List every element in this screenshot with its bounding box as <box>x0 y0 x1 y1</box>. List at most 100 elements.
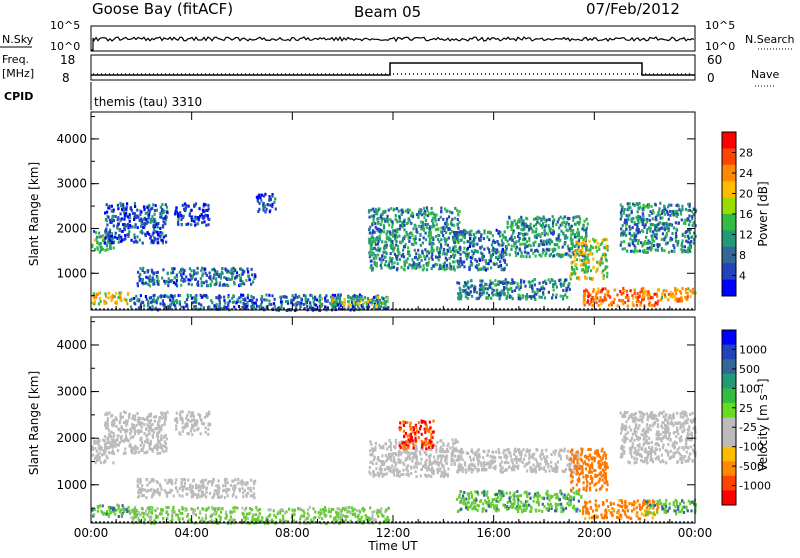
range-gate-cell <box>403 450 405 453</box>
range-gate-cell <box>165 295 167 298</box>
range-gate-cell <box>459 253 461 256</box>
nsky-trace <box>91 37 694 50</box>
range-gate-cell <box>255 302 257 305</box>
range-gate-cell <box>183 278 185 281</box>
range-gate-cell <box>637 242 639 245</box>
range-gate-cell <box>158 431 160 434</box>
range-gate-cell <box>180 478 182 481</box>
range-gate-cell <box>125 299 127 302</box>
range-gate-cell <box>597 267 599 270</box>
range-gate-cell <box>548 291 550 294</box>
range-gate-cell <box>127 293 129 296</box>
range-gate-cell <box>205 488 207 491</box>
range-gate-cell <box>667 298 669 301</box>
range-gate-cell <box>560 255 562 258</box>
range-gate-cell <box>401 452 403 455</box>
range-gate-cell <box>136 299 138 302</box>
range-gate-cell <box>94 239 96 242</box>
range-gate-cell <box>652 217 654 220</box>
range-gate-cell <box>646 220 648 223</box>
range-gate-cell <box>150 280 152 283</box>
range-gate-cell <box>180 306 182 309</box>
range-gate-cell <box>492 234 494 237</box>
range-gate-cell <box>359 511 361 514</box>
range-gate-cell <box>346 515 348 518</box>
range-gate-cell <box>147 439 149 442</box>
range-gate-cell <box>95 293 97 296</box>
range-gate-cell <box>235 276 237 279</box>
range-gate-cell <box>672 295 674 298</box>
range-gate-cell <box>512 239 514 242</box>
range-gate-cell <box>191 283 193 286</box>
range-gate-cell <box>450 220 452 223</box>
range-gate-cell <box>515 240 517 243</box>
range-gate-cell <box>185 509 187 512</box>
range-gate-cell <box>650 210 652 213</box>
range-gate-cell <box>606 246 608 249</box>
range-gate-cell <box>454 245 456 248</box>
range-gate-cell <box>371 269 373 272</box>
range-gate-cell <box>524 250 526 253</box>
range-gate-cell <box>498 255 500 258</box>
range-gate-cell <box>648 241 650 244</box>
range-gate-cell <box>223 283 225 286</box>
range-gate-cell <box>574 233 576 236</box>
range-gate-cell <box>104 230 106 233</box>
range-gate-cell <box>533 291 535 294</box>
range-gate-cell <box>550 232 552 235</box>
range-gate-cell <box>544 229 546 232</box>
range-gate-cell <box>104 241 106 244</box>
range-gate-cell <box>234 506 236 509</box>
range-gate-cell <box>445 231 447 234</box>
range-gate-cell <box>136 424 138 427</box>
range-gate-cell <box>188 283 190 286</box>
range-gate-cell <box>214 269 216 272</box>
range-gate-cell <box>273 201 275 204</box>
range-gate-cell <box>140 231 142 234</box>
range-gate-cell <box>427 223 429 226</box>
range-gate-cell <box>205 272 207 275</box>
range-gate-cell <box>496 248 498 251</box>
range-gate-cell <box>256 299 258 302</box>
range-gate-cell <box>197 427 199 430</box>
range-gate-cell <box>564 242 566 245</box>
range-gate-cell <box>634 292 636 295</box>
range-gate-cell <box>214 304 216 307</box>
range-gate-cell <box>100 461 102 464</box>
range-gate-cell <box>185 223 187 226</box>
range-gate-cell <box>92 454 94 457</box>
range-gate-cell <box>205 209 207 212</box>
range-gate-cell <box>556 286 558 289</box>
range-gate-cell <box>556 243 558 246</box>
range-gate-cell <box>139 239 141 242</box>
range-gate-cell <box>142 242 144 245</box>
range-gate-cell <box>267 508 269 511</box>
range-gate-cell <box>147 304 149 307</box>
range-gate-cell <box>576 231 578 234</box>
range-gate-cell <box>332 508 334 511</box>
range-gate-cell <box>634 249 636 252</box>
range-gate-cell <box>108 297 110 300</box>
range-gate-cell <box>176 274 178 277</box>
range-gate-cell <box>98 447 100 450</box>
range-gate-cell <box>440 216 442 219</box>
range-gate-cell <box>416 466 418 469</box>
range-gate-cell <box>153 224 155 227</box>
range-gate-cell <box>570 233 572 236</box>
range-gate-cell <box>600 243 602 246</box>
cpid-label: CPID <box>4 90 33 103</box>
range-gate-cell <box>457 233 459 236</box>
range-gate-cell <box>137 419 139 422</box>
range-gate-cell <box>167 272 169 275</box>
range-gate-cell <box>515 248 517 251</box>
range-gate-cell <box>685 288 687 291</box>
range-gate-cell <box>160 437 162 440</box>
range-gate-cell <box>671 232 673 235</box>
range-gate-cell <box>151 305 153 308</box>
range-gate-cell <box>511 228 513 231</box>
range-gate-cell <box>672 244 674 247</box>
range-gate-cell <box>490 297 492 300</box>
range-gate-cell <box>171 479 173 482</box>
range-gate-cell <box>119 229 121 232</box>
range-gate-cell <box>460 239 462 242</box>
